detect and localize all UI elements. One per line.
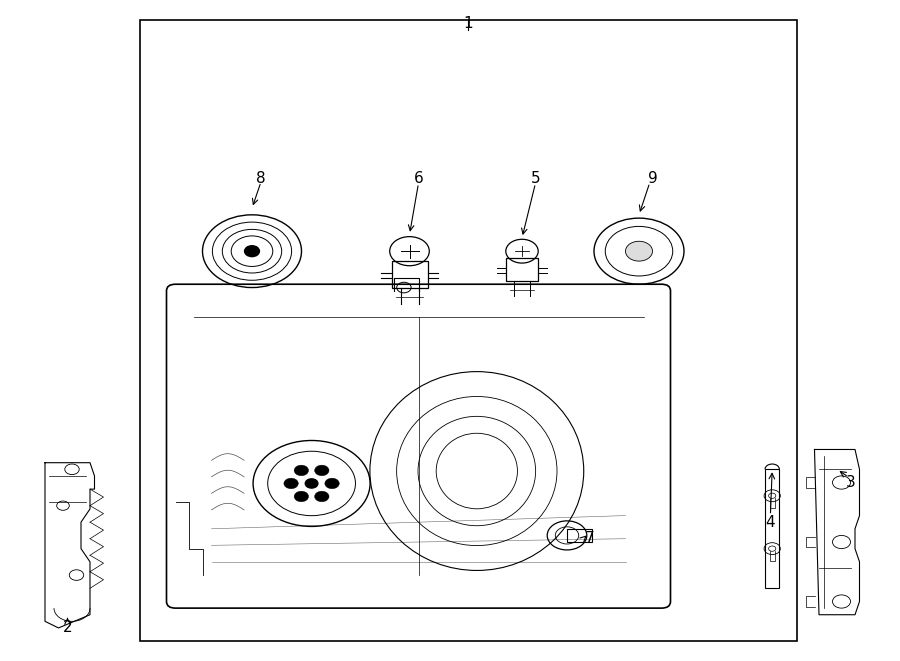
Circle shape bbox=[284, 478, 298, 488]
Text: 2: 2 bbox=[63, 621, 72, 635]
Text: 8: 8 bbox=[256, 171, 266, 186]
Bar bbox=[392, 261, 428, 288]
Text: 3: 3 bbox=[846, 475, 855, 490]
Text: 4: 4 bbox=[766, 515, 775, 529]
Bar bbox=[567, 529, 592, 542]
Circle shape bbox=[245, 246, 259, 256]
Bar bbox=[765, 469, 779, 588]
Bar bbox=[140, 20, 796, 641]
Bar bbox=[506, 258, 538, 281]
Circle shape bbox=[294, 465, 309, 476]
Text: 7: 7 bbox=[585, 531, 594, 546]
Circle shape bbox=[294, 491, 309, 502]
Circle shape bbox=[315, 491, 329, 502]
Text: 9: 9 bbox=[648, 171, 657, 186]
Circle shape bbox=[626, 241, 652, 261]
Circle shape bbox=[305, 479, 318, 488]
Circle shape bbox=[325, 478, 339, 488]
Text: 6: 6 bbox=[414, 171, 423, 186]
Text: 5: 5 bbox=[531, 171, 540, 186]
Text: 1: 1 bbox=[464, 16, 472, 30]
Circle shape bbox=[315, 465, 329, 476]
